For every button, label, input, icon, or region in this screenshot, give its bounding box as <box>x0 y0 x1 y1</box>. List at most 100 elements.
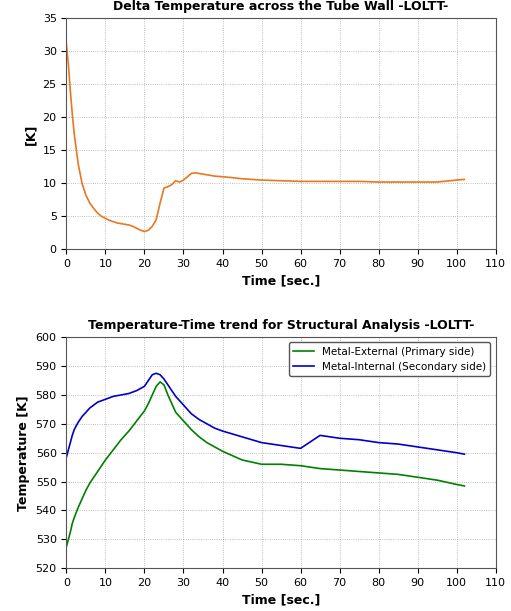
Metal-External (Primary side) <box>153 382 159 390</box>
Metal-Internal (Secondary side) <box>110 393 117 400</box>
Metal-External (Primary side) <box>102 456 108 464</box>
Metal-External (Primary side) <box>196 433 202 441</box>
Metal-External (Primary side) <box>145 400 151 408</box>
Metal-External (Primary side) <box>169 400 175 408</box>
Metal-External (Primary side) <box>176 413 182 420</box>
Metal-External (Primary side) <box>110 446 117 453</box>
Metal-Internal (Secondary side) <box>149 371 155 378</box>
Metal-External (Primary side) <box>278 461 284 468</box>
Metal-External (Primary side) <box>95 468 101 475</box>
Metal-External (Primary side) <box>133 417 140 425</box>
Metal-External (Primary side) <box>161 381 167 389</box>
Metal-Internal (Secondary side) <box>239 433 245 441</box>
Metal-Internal (Secondary side) <box>176 397 182 404</box>
Metal-External (Primary side) <box>149 391 155 398</box>
Metal-Internal (Secondary side) <box>169 387 175 394</box>
Metal-Internal (Secondary side) <box>395 441 401 448</box>
Metal-External (Primary side) <box>173 409 179 416</box>
Y-axis label: Temperature [K]: Temperature [K] <box>17 395 30 511</box>
Metal-External (Primary side) <box>99 462 105 469</box>
Metal-Internal (Secondary side) <box>75 419 81 426</box>
Metal-Internal (Secondary side) <box>212 425 218 432</box>
Metal-External (Primary side) <box>219 448 225 455</box>
Metal-External (Primary side) <box>65 536 72 543</box>
Metal-Internal (Secondary side) <box>278 442 284 449</box>
Line: Metal-Internal (Secondary side): Metal-Internal (Secondary side) <box>66 373 464 457</box>
Metal-External (Primary side) <box>165 391 171 398</box>
Metal-External (Primary side) <box>75 504 81 511</box>
Metal-Internal (Secondary side) <box>356 436 362 444</box>
Metal-External (Primary side) <box>204 439 210 446</box>
Metal-Internal (Secondary side) <box>317 432 323 439</box>
Metal-External (Primary side) <box>434 477 440 484</box>
Metal-Internal (Secondary side) <box>79 413 85 420</box>
Metal-External (Primary side) <box>142 407 148 414</box>
Metal-External (Primary side) <box>395 470 401 478</box>
Metal-External (Primary side) <box>188 426 194 433</box>
Metal-Internal (Secondary side) <box>99 397 105 404</box>
Metal-Internal (Secondary side) <box>145 377 151 384</box>
Metal-Internal (Secondary side) <box>118 391 124 398</box>
Metal-External (Primary side) <box>337 466 343 474</box>
Metal-External (Primary side) <box>239 456 245 464</box>
Metal-Internal (Secondary side) <box>153 370 159 377</box>
Metal-External (Primary side) <box>454 481 460 488</box>
Metal-Internal (Secondary side) <box>90 401 97 409</box>
Metal-Internal (Secondary side) <box>133 387 140 394</box>
Title: Temperature-Time trend for Structural Analysis -LOLTT-: Temperature-Time trend for Structural An… <box>88 319 474 332</box>
Metal-External (Primary side) <box>180 417 187 425</box>
Metal-Internal (Secondary side) <box>71 426 77 433</box>
Metal-Internal (Secondary side) <box>173 393 179 400</box>
Metal-Internal (Secondary side) <box>69 432 75 439</box>
Metal-Internal (Secondary side) <box>376 439 382 446</box>
Metal-Internal (Secondary side) <box>87 404 93 412</box>
Metal-External (Primary side) <box>259 461 265 468</box>
X-axis label: Time [sec.]: Time [sec.] <box>242 593 320 607</box>
Line: Metal-External (Primary side): Metal-External (Primary side) <box>66 382 464 547</box>
Metal-Internal (Secondary side) <box>161 375 167 382</box>
Metal-External (Primary side) <box>356 468 362 475</box>
Metal-External (Primary side) <box>414 474 421 481</box>
Metal-External (Primary side) <box>69 520 75 527</box>
Metal-Internal (Secondary side) <box>434 446 440 453</box>
Metal-External (Primary side) <box>212 443 218 450</box>
Metal-External (Primary side) <box>79 496 85 503</box>
Metal-Internal (Secondary side) <box>180 401 187 409</box>
Metal-External (Primary side) <box>118 436 124 444</box>
X-axis label: Time [sec.]: Time [sec.] <box>242 275 320 288</box>
Metal-Internal (Secondary side) <box>297 445 304 452</box>
Metal-External (Primary side) <box>67 529 74 536</box>
Title: Delta Temperature across the Tube Wall -LOLTT-: Delta Temperature across the Tube Wall -… <box>113 0 449 13</box>
Metal-Internal (Secondary side) <box>157 371 163 378</box>
Metal-External (Primary side) <box>126 427 132 434</box>
Metal-Internal (Secondary side) <box>83 409 89 416</box>
Metal-Internal (Secondary side) <box>165 381 171 389</box>
Metal-Internal (Secondary side) <box>196 416 202 423</box>
Metal-Internal (Secondary side) <box>142 382 148 390</box>
Y-axis label: [K]: [K] <box>24 123 37 145</box>
Metal-Internal (Secondary side) <box>461 450 468 458</box>
Metal-Internal (Secondary side) <box>337 434 343 442</box>
Metal-External (Primary side) <box>317 465 323 472</box>
Metal-External (Primary side) <box>157 378 163 386</box>
Metal-Internal (Secondary side) <box>126 390 132 397</box>
Metal-Internal (Secondary side) <box>102 395 108 403</box>
Legend: Metal-External (Primary side), Metal-Internal (Secondary side): Metal-External (Primary side), Metal-Int… <box>289 342 491 376</box>
Metal-Internal (Secondary side) <box>188 410 194 417</box>
Metal-External (Primary side) <box>83 486 89 494</box>
Metal-Internal (Secondary side) <box>219 427 225 434</box>
Metal-Internal (Secondary side) <box>67 439 74 446</box>
Metal-Internal (Secondary side) <box>204 420 210 428</box>
Metal-External (Primary side) <box>71 514 77 521</box>
Metal-Internal (Secondary side) <box>414 443 421 450</box>
Metal-External (Primary side) <box>461 482 468 489</box>
Metal-External (Primary side) <box>63 543 69 551</box>
Metal-Internal (Secondary side) <box>65 446 72 453</box>
Metal-Internal (Secondary side) <box>259 439 265 446</box>
Metal-Internal (Secondary side) <box>454 449 460 456</box>
Metal-External (Primary side) <box>90 474 97 481</box>
Metal-External (Primary side) <box>297 462 304 469</box>
Metal-External (Primary side) <box>87 480 93 487</box>
Metal-Internal (Secondary side) <box>95 398 101 406</box>
Metal-Internal (Secondary side) <box>63 453 69 461</box>
